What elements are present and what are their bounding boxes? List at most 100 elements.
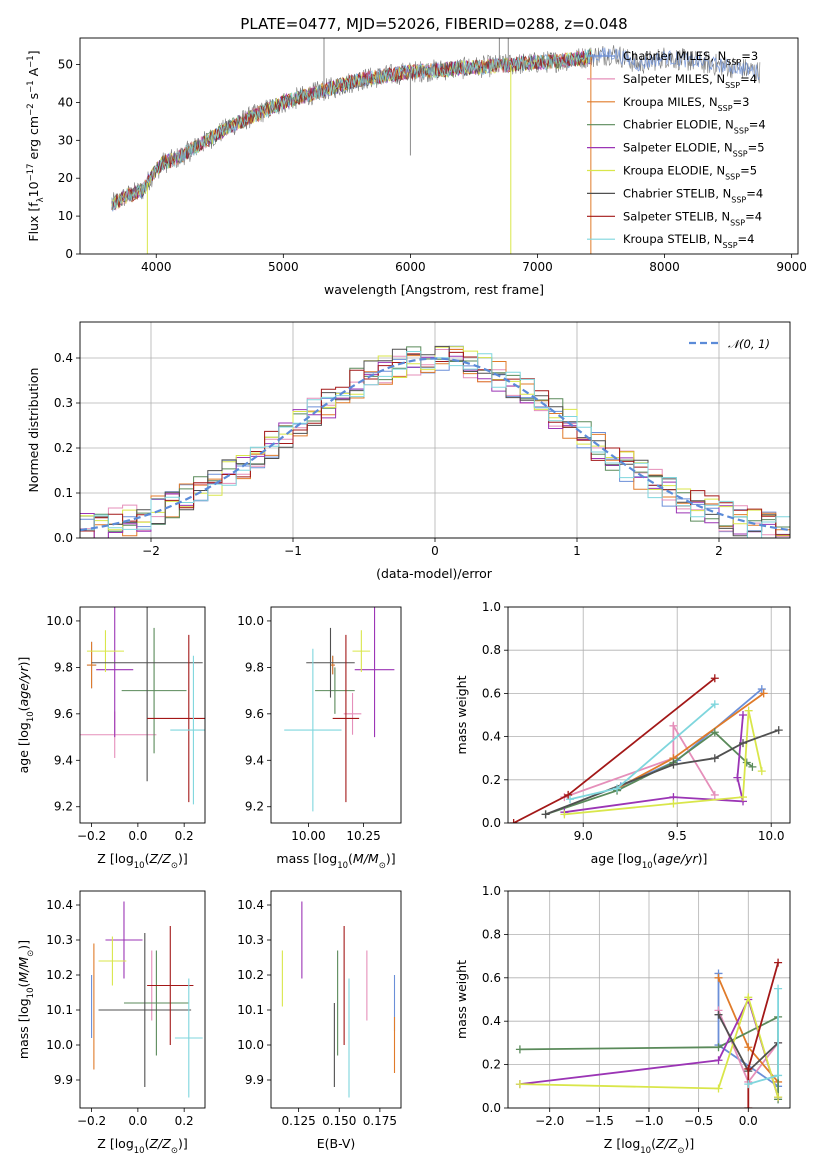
x-tick-label: −1.5 <box>585 1114 614 1128</box>
mass-weight-point <box>714 1084 723 1093</box>
label-part: )] <box>178 1136 188 1151</box>
x-tick-label: 0.2 <box>175 1114 194 1128</box>
label-part: ( <box>651 1136 656 1151</box>
mass-weight-point <box>714 973 723 982</box>
mass-weight-point <box>744 993 753 1002</box>
x-tick-label: 0.175 <box>363 1114 397 1128</box>
axes-frame <box>270 606 402 824</box>
label-part: ⊙ <box>171 1146 178 1156</box>
mass-weight-point <box>710 674 719 683</box>
y-tick-label: 0.0 <box>482 1101 501 1115</box>
x-tick-label: 9.0 <box>574 829 593 843</box>
label-part: )] <box>684 1136 694 1151</box>
mass-weight-point <box>714 1010 723 1019</box>
mass-weight-point <box>515 1080 524 1089</box>
x-tick-label: 10.25 <box>346 829 380 843</box>
y-tick-label: 1.0 <box>482 600 501 614</box>
y-tick-label: 10.0 <box>46 614 73 628</box>
y-axis-label: Flux [fλ10−17 erg cm−2 s−1 A−1] <box>26 50 46 241</box>
mass-weight-point <box>757 685 766 694</box>
label-part: ( <box>145 1136 150 1151</box>
legend-label: Kroupa ELODIE, NSSP=5 <box>623 164 757 182</box>
mass-weight-point <box>509 819 518 823</box>
plot-area <box>281 901 396 1098</box>
label-part: ] <box>26 50 41 55</box>
axes-frame <box>270 890 402 1109</box>
model-spectrum-line <box>111 49 592 209</box>
legend-label-tail: =3 <box>733 95 750 109</box>
y-tick-label: 40 <box>58 95 73 109</box>
legend-label-tail: =3 <box>741 49 758 63</box>
y-tick-label: 0.6 <box>482 686 501 700</box>
label-part: )] <box>16 657 31 667</box>
label-part: −2 <box>26 103 36 116</box>
axes-spectrum: 4000 5000 6000 7000 8000 9000 0 10 20 30 40 50 PLATE… <box>26 15 807 297</box>
mass-weight-point <box>714 1043 723 1052</box>
model-spectrum-line <box>111 47 592 208</box>
label-part: Z/Z <box>148 1136 171 1151</box>
mass-weight-point <box>774 1093 783 1102</box>
axes-age-vs-Z: −0.2 0.0 0.29.29.49.69.810.0Z [log10(Z/Z⊙)… <box>16 606 206 871</box>
label-part: A <box>26 67 41 80</box>
y-tick-label: 0.4 <box>482 730 501 744</box>
legend-label-tail: =5 <box>740 164 757 178</box>
mass-weight-point <box>739 739 747 748</box>
mass-weight-point <box>748 762 757 771</box>
label-part: Z/Z <box>655 1136 678 1151</box>
y-tick-label: 0 <box>65 247 73 261</box>
legend-label: Kroupa MILES, NSSP=3 <box>623 95 749 113</box>
x-tick-label: 9.5 <box>668 829 687 843</box>
x-tick-label: 8000 <box>649 260 680 274</box>
plot-area <box>509 674 783 823</box>
label-part: Z [log <box>97 851 133 866</box>
mass-weight-point <box>759 689 768 698</box>
legend-label-sub: SSP <box>734 126 749 135</box>
gaussian-curve <box>80 357 790 532</box>
x-tick-label: −0.2 <box>77 829 106 843</box>
axes-mass-vs-EBV: 0.125 0.150 0.175 9.9 10.0 10.1 10.2 10.3 10.4 E(… <box>237 890 402 1151</box>
legend-label: Salpeter STELIB, NSSP=4 <box>623 209 762 227</box>
label-part: ⊙ <box>171 861 178 871</box>
y-tick-label: 9.8 <box>245 660 264 674</box>
y-tick-label: 0.8 <box>482 643 501 657</box>
legend-label-base: Salpeter MILES, N <box>623 72 725 86</box>
legend-label-tail: =5 <box>748 141 765 155</box>
legend-label-base: Salpeter STELIB, N <box>623 209 730 223</box>
mass-weight-point <box>710 700 719 709</box>
mass-weight-point <box>744 1080 753 1089</box>
x-tick-label: −0.5 <box>684 1114 713 1128</box>
mass-weight-point <box>739 711 747 719</box>
plot-area <box>515 958 783 1108</box>
plot-area <box>80 345 790 538</box>
plot-area <box>284 607 395 812</box>
chart-title: PLATE=0477, MJD=52026, FIBERID=0288, z=0… <box>240 15 627 33</box>
y-tick-label: 1.0 <box>482 884 501 898</box>
y-tick-label: 10.2 <box>237 968 264 982</box>
y-axis-label: mass weight <box>454 675 469 754</box>
y-tick-label: 20 <box>58 171 73 185</box>
y-tick-label: 9.9 <box>54 1073 73 1087</box>
label-part: 10 <box>26 181 41 197</box>
mass-weight-point <box>566 795 575 804</box>
y-tick-label: 10.0 <box>46 1038 73 1052</box>
x-tick-label: 10.0 <box>758 829 785 843</box>
x-axis-label: Z [log10(Z/Z⊙)] <box>604 1136 694 1156</box>
legend-label-tail: =4 <box>745 209 762 223</box>
legend-label-sub: SSP <box>726 58 741 67</box>
axes-frame <box>79 890 206 1109</box>
legend-label-base: Chabrier ELODIE, N <box>623 118 734 132</box>
label-part: )] <box>386 851 396 866</box>
mass-weight-point <box>739 793 747 802</box>
y-axis-label: Normed distribution <box>26 368 41 493</box>
mass-weight-point <box>710 728 719 737</box>
y-axis-label: mass weight <box>454 960 469 1039</box>
legend-label-sub: SSP <box>730 218 745 227</box>
plot-area <box>111 38 761 254</box>
label-part: Flux [f <box>26 202 41 242</box>
mass-weight-point <box>757 767 766 776</box>
label-part: 10 <box>26 711 36 722</box>
y-tick-label: 9.6 <box>54 707 73 721</box>
y-tick-label: 10.1 <box>237 1003 264 1017</box>
y-tick-label: 50 <box>58 58 73 72</box>
